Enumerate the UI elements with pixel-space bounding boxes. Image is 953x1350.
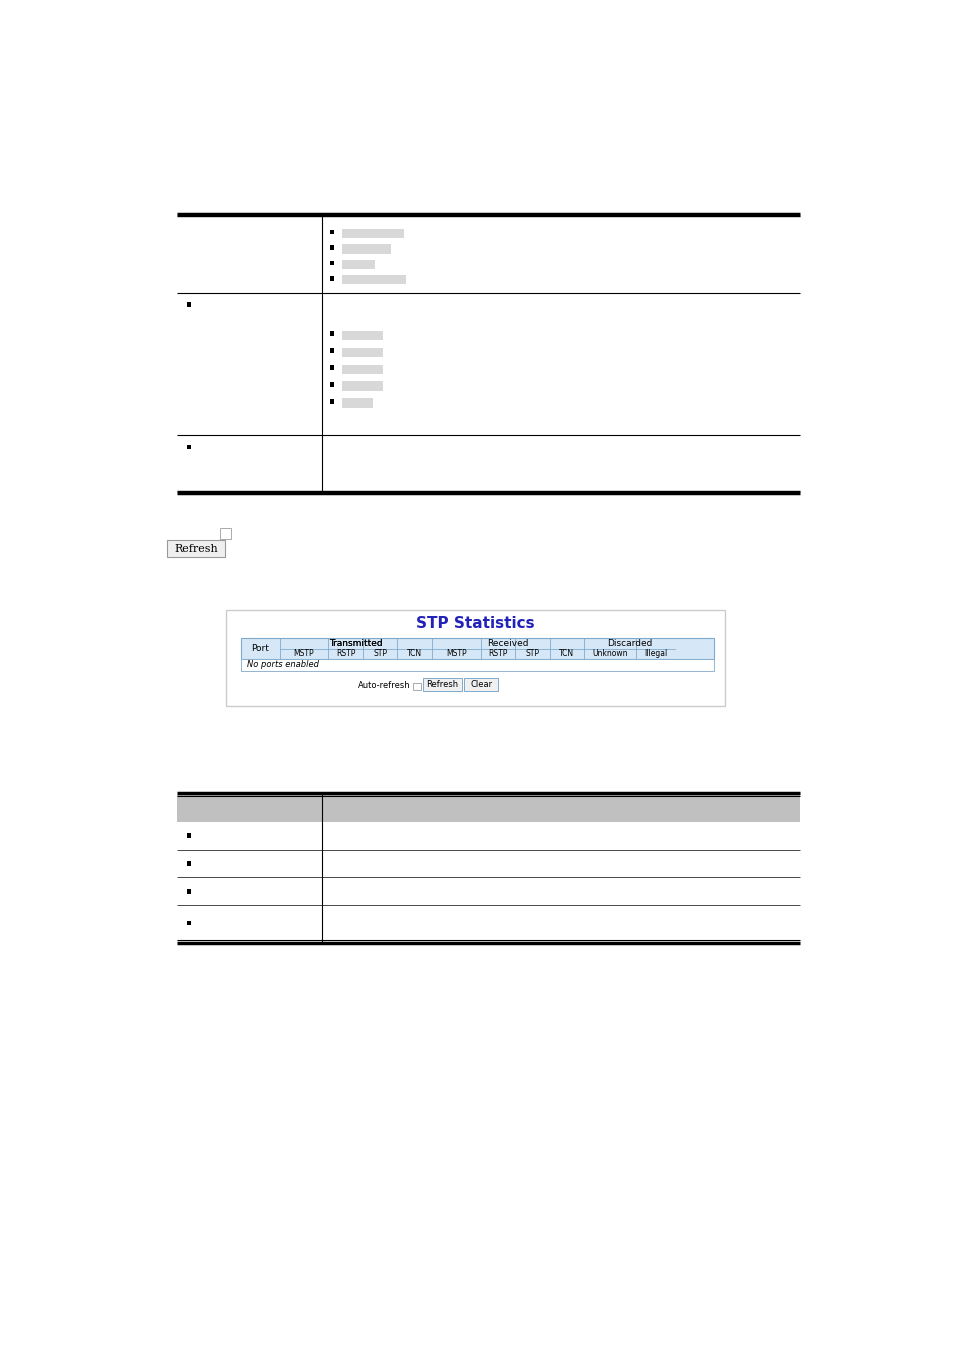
Bar <box>342 398 373 408</box>
Bar <box>342 347 382 356</box>
Bar <box>241 637 713 659</box>
Bar <box>187 833 191 838</box>
Text: Received: Received <box>487 639 528 648</box>
Text: RSTP: RSTP <box>335 649 355 659</box>
Text: MSTP: MSTP <box>445 649 466 659</box>
FancyBboxPatch shape <box>167 540 225 558</box>
Text: Transmitted: Transmitted <box>329 639 382 648</box>
Bar <box>330 382 334 387</box>
Bar <box>330 275 334 281</box>
Text: Discarded: Discarded <box>606 639 652 648</box>
Bar <box>342 382 382 390</box>
FancyBboxPatch shape <box>464 679 497 691</box>
Text: Auto-refresh: Auto-refresh <box>358 682 411 690</box>
Bar <box>187 302 191 306</box>
Bar <box>330 261 334 265</box>
Text: RSTP: RSTP <box>488 649 507 659</box>
Text: Unknown: Unknown <box>592 649 627 659</box>
Text: Transmitted: Transmitted <box>329 639 382 648</box>
Bar <box>330 400 334 404</box>
Bar <box>330 348 334 352</box>
Bar <box>342 331 382 340</box>
Text: Illegal: Illegal <box>643 649 666 659</box>
Bar <box>342 230 404 238</box>
Bar <box>220 528 231 539</box>
Bar <box>342 259 375 269</box>
Bar <box>177 795 799 822</box>
Text: No ports enabled: No ports enabled <box>247 660 319 670</box>
Bar <box>413 683 420 690</box>
Bar <box>330 366 334 370</box>
Bar <box>330 331 334 336</box>
Bar <box>342 275 406 285</box>
Bar <box>187 888 191 894</box>
Bar <box>342 244 390 254</box>
Text: Clear: Clear <box>470 680 492 690</box>
Bar <box>342 364 382 374</box>
Bar <box>187 444 191 450</box>
Text: STP: STP <box>373 649 387 659</box>
Text: Refresh: Refresh <box>426 680 458 690</box>
FancyBboxPatch shape <box>226 610 724 706</box>
Text: STP Statistics: STP Statistics <box>416 617 535 632</box>
Text: STP: STP <box>525 649 538 659</box>
Text: TCN: TCN <box>407 649 422 659</box>
Bar <box>241 659 713 671</box>
Bar <box>187 861 191 865</box>
Bar <box>187 921 191 926</box>
Text: Refresh: Refresh <box>174 544 218 554</box>
Bar <box>330 230 334 235</box>
Bar <box>330 246 334 250</box>
Text: MSTP: MSTP <box>294 649 314 659</box>
Text: Port: Port <box>251 644 269 653</box>
Text: TCN: TCN <box>558 649 574 659</box>
FancyBboxPatch shape <box>423 679 461 691</box>
